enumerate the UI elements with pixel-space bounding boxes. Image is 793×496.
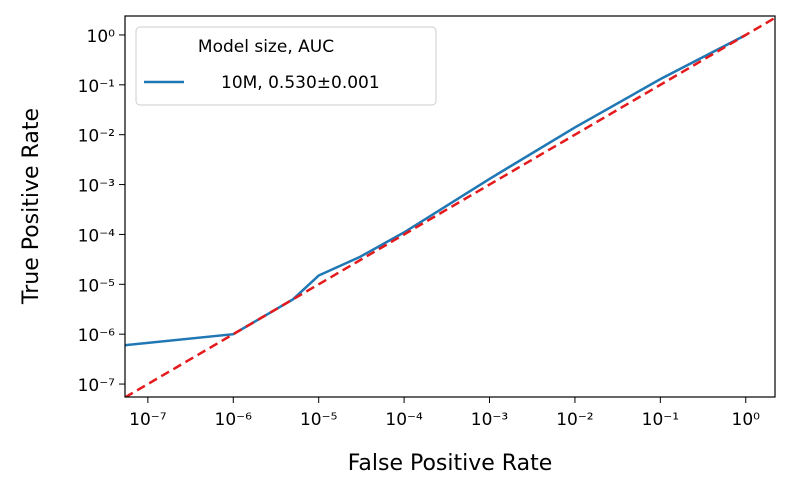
y-tick-label: 10⁻⁵ <box>78 276 115 296</box>
legend-box <box>135 26 437 106</box>
y-axis-label: True Positive Rate <box>19 108 44 305</box>
y-tick-label: 10⁻⁴ <box>78 226 116 246</box>
x-tick-label: 10⁻³ <box>471 410 508 430</box>
x-tick-label: 10⁻⁷ <box>129 410 167 430</box>
x-tick-label: 10⁻⁵ <box>300 410 337 430</box>
x-tick-label: 10⁻² <box>556 410 593 430</box>
x-axis-label: False Positive Rate <box>348 451 552 476</box>
x-tick-label: 10⁻⁶ <box>215 410 253 430</box>
legend-label: 10M, 0.530±0.001 <box>221 73 380 93</box>
plot-frame <box>124 15 776 398</box>
y-tick-label: 10⁰ <box>87 27 116 47</box>
y-tick-label: 10⁻¹ <box>78 77 115 97</box>
x-tick-label: 10⁰ <box>732 410 761 430</box>
legend-title: Model size, AUC <box>198 37 334 57</box>
x-tick-label: 10⁻⁴ <box>385 410 423 430</box>
x-tick-label: 10⁻¹ <box>642 410 679 430</box>
y-tick-label: 10⁻³ <box>78 177 115 197</box>
y-tick-label: 10⁻² <box>78 127 115 147</box>
y-tick-label: 10⁻⁶ <box>78 326 116 346</box>
y-tick-label: 10⁻⁷ <box>78 376 116 396</box>
